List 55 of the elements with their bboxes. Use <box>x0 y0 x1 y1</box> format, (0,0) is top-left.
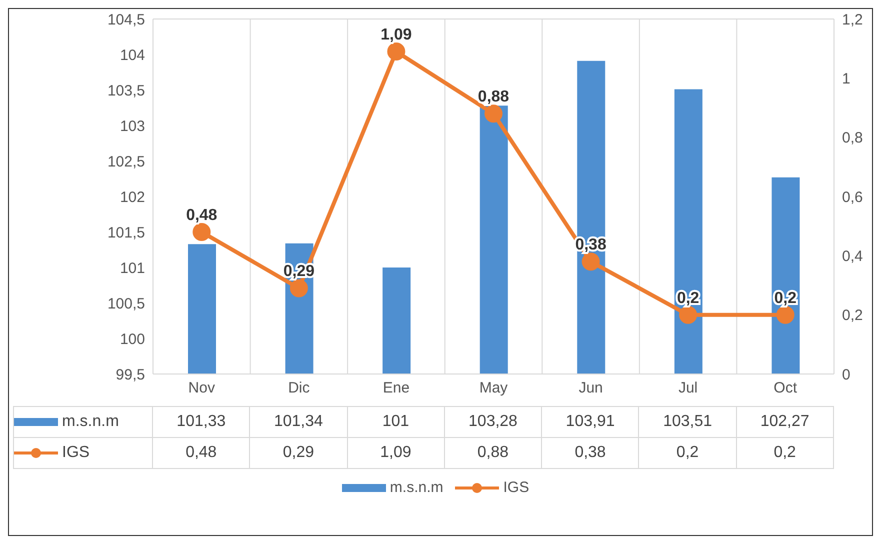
data-label: 103,28 <box>444 406 542 438</box>
x-tick-label: Nov <box>188 380 216 397</box>
y2-tick-label: 0 <box>842 366 850 384</box>
text: 0,48 <box>186 207 218 224</box>
y-tick-label: 103 <box>120 118 145 135</box>
data-label: 103,91 <box>542 406 639 438</box>
data-label: 0,88 <box>444 438 542 468</box>
x-tick-label: Oct <box>774 380 798 397</box>
y2-tick-label: 0,6 <box>842 188 863 206</box>
data-label: 101,34 <box>250 406 348 438</box>
y2-tick-label: 0,4 <box>842 248 863 265</box>
x-tick-label: Ene <box>382 380 410 397</box>
y2-tick-label: 0,2 <box>842 307 863 324</box>
data-label: 101 <box>347 406 444 438</box>
data-label: 0,2 <box>736 438 834 468</box>
text: 0,2 <box>676 290 700 307</box>
text: IGS <box>62 444 90 461</box>
x-tick-label: May <box>479 380 508 397</box>
x-tick-label: Jun <box>578 380 603 397</box>
data-label: 101,33 <box>152 406 250 438</box>
y2-tick-label: 1,2 <box>842 11 863 28</box>
y2-tick-label: 0,8 <box>842 130 863 147</box>
data-label: 1,09 <box>347 438 444 468</box>
point <box>679 306 698 324</box>
text: 0,88 <box>478 88 510 106</box>
y-tick-label: 100,5 <box>107 295 145 312</box>
y2-tick-label: 1 <box>842 70 850 88</box>
data-label: 103,51 <box>638 406 736 438</box>
point <box>387 42 406 61</box>
text: m.s.n.m <box>390 479 444 496</box>
y-tick-label: 99,5 <box>116 366 145 384</box>
y-tick-label: 104 <box>120 46 145 64</box>
text: 0,2 <box>774 290 796 307</box>
y-tick-label: 104,5 <box>107 11 145 28</box>
legend-label: IGS <box>502 479 530 496</box>
legend-label: m.s.n.m <box>14 406 152 438</box>
y-tick-label: 101 <box>120 260 145 277</box>
x-tick-label: Dic <box>288 380 310 397</box>
point <box>484 104 502 123</box>
point <box>192 223 211 241</box>
data-label: 0,38 <box>542 438 639 468</box>
y-tick-label: 103,5 <box>107 82 145 100</box>
data-label: 0,2 <box>638 438 736 468</box>
x-tick-label: Jul <box>678 380 698 397</box>
y-tick-label: 102,5 <box>107 153 145 170</box>
y-tick-label: 102 <box>120 188 145 206</box>
data-label: 0,48 <box>152 438 250 468</box>
data-label: 0,29 <box>250 438 348 468</box>
point <box>290 279 308 298</box>
point <box>582 252 600 271</box>
data-label: 102,27 <box>736 406 834 438</box>
point <box>776 306 794 324</box>
y-tick-label: 101,5 <box>107 224 145 242</box>
text: 1,09 <box>380 26 412 44</box>
y-tick-label: 100 <box>120 330 145 348</box>
